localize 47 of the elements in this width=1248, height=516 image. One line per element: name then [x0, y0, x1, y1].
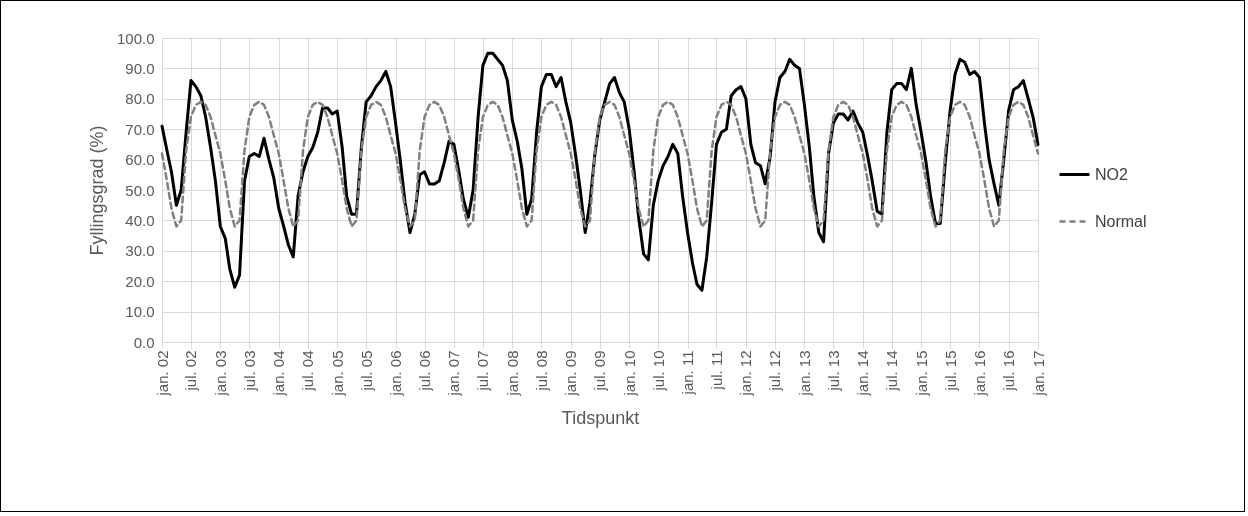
x-tick-label: jul. 05 [357, 350, 375, 392]
x-tick-label: jul. 13 [824, 350, 842, 392]
x-tick-label: jan. 04 [270, 350, 288, 397]
y-axis-title: Fyllingsgrad (%) [86, 125, 107, 256]
y-tick-label: 20.0 [125, 272, 155, 290]
y-tick-label: 80.0 [125, 90, 155, 108]
legend-label: NO2 [1095, 165, 1128, 183]
x-tick-label: jul. 15 [941, 350, 959, 392]
x-tick-label: jan. 05 [328, 350, 346, 397]
x-tick-label: jan. 10 [620, 350, 638, 397]
x-tick-label: jan. 17 [1029, 350, 1047, 397]
x-tick-label: jan. 02 [153, 350, 171, 397]
y-tick-label: 30.0 [125, 242, 155, 260]
x-tick-label: jan. 15 [912, 350, 930, 397]
x-tick-label: jul. 06 [416, 350, 434, 392]
line-series [160, 100, 1040, 228]
y-tick-label: 10.0 [125, 303, 155, 321]
x-tick-label: jul. 11 [707, 350, 725, 391]
x-tick-label: jul. 12 [766, 350, 784, 392]
x-tick-label: jan. 08 [503, 350, 521, 397]
x-tick-label: jul. 09 [591, 350, 609, 392]
x-tick-label: jul. 04 [299, 350, 317, 392]
x-tick-label: jul. 07 [474, 350, 492, 392]
y-tick-label: 100.0 [116, 29, 155, 47]
x-tick-label: jul. 02 [182, 350, 200, 392]
x-tick-label: jan. 12 [737, 350, 755, 397]
y-tick-label: 40.0 [125, 211, 155, 229]
x-axis-title: Tidspunkt [561, 407, 640, 428]
legend-label: Normal [1095, 212, 1147, 230]
y-tick-label: 50.0 [125, 181, 155, 199]
x-tick-label: jan. 16 [970, 350, 988, 397]
y-tick-label: 0.0 [133, 333, 155, 351]
x-tick-label: jul. 14 [883, 350, 901, 392]
x-tick-label: jul. 03 [240, 350, 258, 392]
x-tick-label: jul. 10 [649, 350, 667, 392]
x-tick-label: jul. 16 [1000, 350, 1018, 392]
x-tick-label: jan. 03 [211, 350, 229, 397]
y-tick-label: 90.0 [125, 59, 155, 77]
x-tick-label: jan. 13 [795, 350, 813, 397]
y-tick-label: 60.0 [125, 151, 155, 169]
x-tick-label: jan. 09 [562, 350, 580, 397]
x-tick-label: jan. 06 [387, 350, 405, 397]
y-tick-label: 70.0 [125, 120, 155, 138]
x-tick-label: jan. 14 [854, 350, 872, 397]
x-tick-label: jan. 11 [679, 350, 697, 396]
x-tick-label: jan. 07 [445, 350, 463, 397]
x-tick-label: jul. 08 [532, 350, 550, 392]
